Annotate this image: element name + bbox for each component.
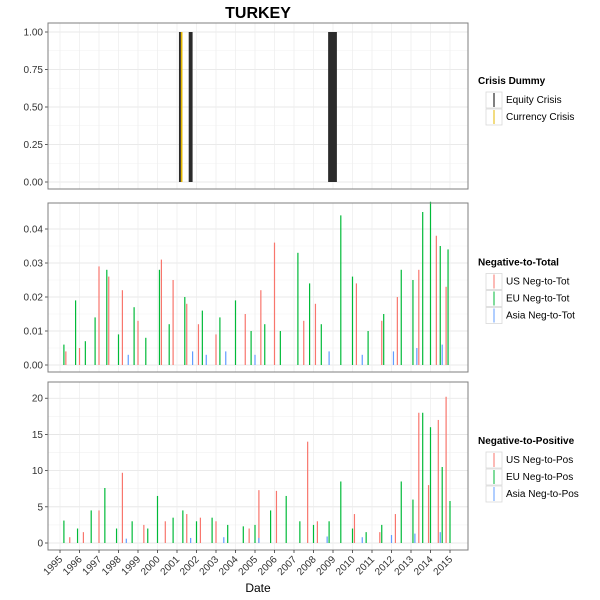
legend-label: Asia Neg-to-Pos xyxy=(506,489,579,500)
crisis-bar xyxy=(328,32,337,182)
panel-border xyxy=(47,22,469,190)
legend-label: US Neg-to-Tot xyxy=(506,277,570,288)
y-tick-label: 15 xyxy=(32,430,44,441)
x-tick-label: 2003 xyxy=(198,554,222,578)
y-tick-label: 10 xyxy=(32,466,44,477)
series-eu-neg-to-tot xyxy=(63,201,449,365)
panel-neg_pos: 0 5 10 15 20 xyxy=(32,381,469,551)
x-axis-title: Date xyxy=(245,581,271,595)
y-tick-label: 0 xyxy=(37,539,43,550)
x-tick-label: 2001 xyxy=(159,554,183,578)
x-tick-label: 1995 xyxy=(42,554,66,578)
panel-background xyxy=(48,203,468,372)
x-tick-label: 1997 xyxy=(81,554,105,578)
panel-background xyxy=(48,382,468,550)
crisis-bar xyxy=(178,32,181,182)
series-asia-neg-to-pos xyxy=(125,532,441,543)
y-tick-label: 5 xyxy=(37,502,43,513)
legend-label: Currency Crisis xyxy=(506,112,574,123)
y-tick-label: 20 xyxy=(32,394,44,405)
y-tick-label: 0.75 xyxy=(24,65,44,76)
panel-background xyxy=(48,23,468,189)
x-tick-label: 2005 xyxy=(237,554,261,578)
crisis-bar xyxy=(180,32,183,182)
crisis-bar xyxy=(188,32,193,182)
panel-border xyxy=(47,202,469,373)
legend-crisis: Crisis Dummy Equity Crisis Currency Crisis xyxy=(478,76,574,126)
y-tick-label: 0.04 xyxy=(24,225,44,236)
panel-border xyxy=(47,381,469,551)
y-tick-label: 0.00 xyxy=(24,361,44,372)
y-tick-label: 0.25 xyxy=(24,140,44,151)
x-tick-label: 2008 xyxy=(295,554,319,578)
x-tick-label: 2006 xyxy=(256,554,280,578)
y-tick-label: 1.00 xyxy=(24,28,44,39)
legend-label: US Neg-to-Pos xyxy=(506,455,573,466)
series-us-neg-to-pos xyxy=(69,396,447,543)
legend-label: Equity Crisis xyxy=(506,95,562,106)
x-tick-label: 2011 xyxy=(354,554,377,577)
series-currency-crisis xyxy=(180,32,183,182)
legend-label: EU Neg-to-Tot xyxy=(506,294,570,305)
y-tick-label: 0.02 xyxy=(24,293,44,304)
legend-label: Asia Neg-to-Tot xyxy=(506,311,575,322)
legend-neg_pos: Negative-to-Positive US Neg-to-Pos EU Neg-… xyxy=(478,436,579,503)
x-tick-label: 1999 xyxy=(120,554,144,578)
legend-title: Crisis Dummy xyxy=(478,76,546,87)
x-tick-label: 2002 xyxy=(178,554,202,578)
x-tick-label: 1996 xyxy=(61,554,85,578)
panel-crisis: 0.00 0.25 0.50 0.75 1.00 xyxy=(24,22,469,190)
x-tick-label: 2009 xyxy=(315,554,339,578)
x-tick-label: 2013 xyxy=(393,554,417,578)
series-us-neg-to-tot xyxy=(65,235,447,365)
legend-title: Negative-to-Total xyxy=(478,258,559,269)
legend-title: Negative-to-Positive xyxy=(478,436,575,447)
x-tick-label: 2007 xyxy=(276,554,300,578)
x-tick-label: 2004 xyxy=(217,554,241,578)
y-tick-label: 0.00 xyxy=(24,178,44,189)
series-eu-neg-to-pos xyxy=(63,412,451,543)
x-tick-label: 2000 xyxy=(139,554,163,578)
x-tick-label: 2014 xyxy=(412,554,436,578)
panel-neg_tot: 0.00 0.01 0.02 0.03 0.04 xyxy=(24,201,469,373)
series-asia-neg-to-tot xyxy=(127,344,443,365)
legend-neg_tot: Negative-to-Total US Neg-to-Tot EU Neg-to-… xyxy=(478,258,575,324)
x-tick-label: 2015 xyxy=(432,554,456,578)
series-equity-crisis xyxy=(178,32,337,182)
y-tick-label: 0.03 xyxy=(24,259,44,270)
x-tick-label: 1998 xyxy=(100,554,124,578)
chart-title: TURKEY xyxy=(225,5,291,22)
y-tick-label: 0.01 xyxy=(24,327,44,338)
legend-label: EU Neg-to-Pos xyxy=(506,472,573,483)
x-tick-label: 2010 xyxy=(334,554,358,578)
y-tick-label: 0.50 xyxy=(24,103,44,114)
x-tick-label: 2012 xyxy=(373,554,397,578)
